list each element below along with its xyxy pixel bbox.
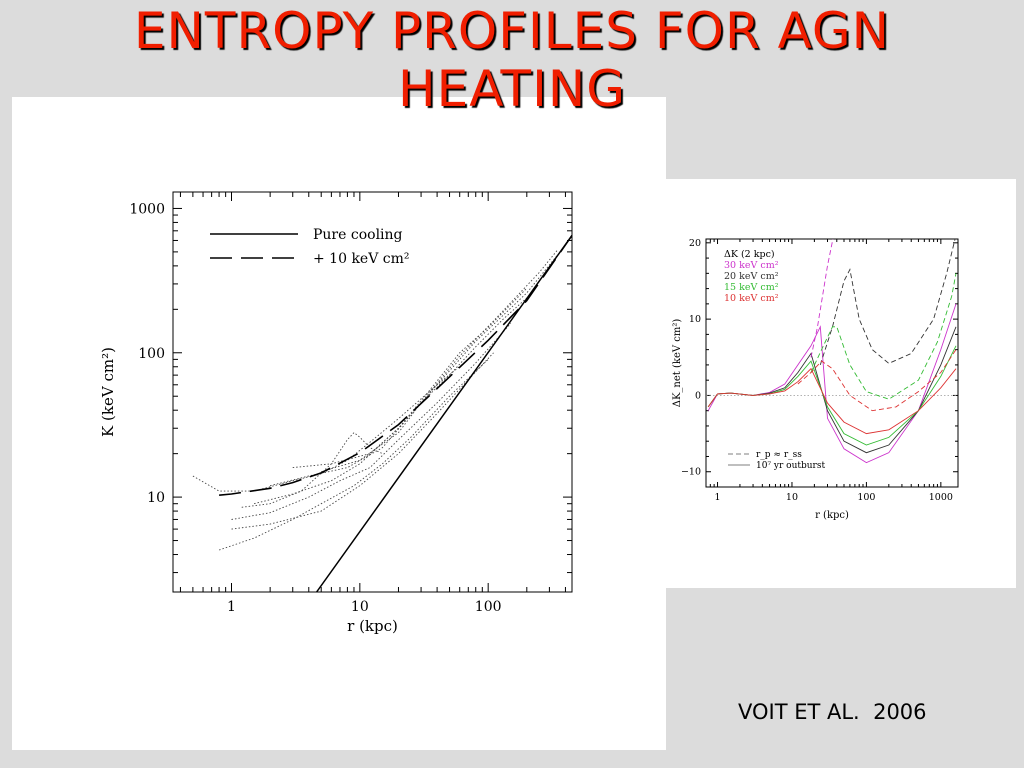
x-tick-label: 10 [351, 599, 369, 615]
style-legend-label: 10⁷ yr outburst [756, 461, 825, 471]
plot-frame [172, 191, 573, 593]
outburst-curve [707, 367, 957, 435]
legend-heading: ΔK (2 kpc) [724, 249, 775, 260]
y-tick-label: 20 [689, 238, 701, 249]
rp-rss-dashed-curve [797, 349, 957, 412]
outburst-curve [707, 326, 957, 454]
style-legend-label: r_p ≈ r_ss [756, 450, 802, 460]
series-group [192, 234, 572, 592]
observed-profile-line [269, 249, 559, 487]
observed-profile-line [241, 431, 383, 508]
pure-cooling-line [315, 234, 572, 592]
x-tick-label: 100 [475, 599, 502, 615]
observed-profile-line [253, 254, 559, 505]
observed-profile-line [321, 297, 528, 473]
y-tick-label: 10 [147, 490, 165, 506]
left-figure-panel: 1 10 100 10 100 1000 r (kpc) K (keV cm²) Pure co… [12, 97, 666, 750]
x-tick-label: 10 [786, 492, 798, 503]
y-tick-label: 0 [695, 390, 701, 401]
x-tick-label: 1 [227, 599, 236, 615]
citation-text: VOIT ET AL. 2006 [738, 700, 927, 724]
x-axis-label: r (kpc) [347, 617, 398, 635]
legend-label: 30 keV cm² [724, 260, 779, 271]
y-tick-label: 100 [138, 346, 165, 362]
observed-profile-line [218, 359, 489, 551]
y-axis-label: ΔK_net (keV cm²) [672, 319, 683, 408]
observed-profile-line [292, 287, 528, 469]
slide-title-line2: HEATING [398, 60, 626, 118]
y-axis-label: K (keV cm²) [99, 347, 117, 437]
x-tick-label: 100 [857, 492, 875, 503]
y-tick-label: 10 [689, 314, 701, 325]
observed-profile-line [192, 359, 469, 492]
legend-label: 10 keV cm² [724, 293, 779, 304]
slide-title: ENTROPY PROFILES FOR AGN HEATING [0, 2, 1024, 118]
legend-label: 20 keV cm² [724, 271, 779, 282]
observed-profile-line [231, 352, 494, 530]
x-axis-label: r (kpc) [815, 510, 849, 521]
y-tick-label: −10 [681, 467, 701, 478]
legend-label: + 10 keV cm² [313, 251, 410, 267]
y-tick-label: 1000 [129, 201, 165, 217]
legend-label: 15 keV cm² [724, 282, 779, 293]
series-group [706, 239, 958, 464]
x-tick-label: 1 [715, 492, 721, 503]
observed-profile-line [231, 323, 512, 520]
slide-title-line1: ENTROPY PROFILES FOR AGN [133, 2, 891, 60]
right-figure-panel: 1 10 100 1000 −10 0 10 20 r (kpc) ΔK_net (keV cm²… [666, 179, 1016, 588]
plot-frame [705, 238, 959, 488]
entropy-profile-chart: 1 10 100 10 100 1000 r (kpc) K (keV cm²) Pure co… [99, 191, 573, 635]
delta-entropy-chart: 1 10 100 1000 −10 0 10 20 r (kpc) ΔK_net (keV cm²… [672, 238, 959, 521]
x-tick-label: 1000 [929, 492, 953, 503]
rp-rss-dashed-curve [810, 273, 957, 400]
rp-rss-dashed-curve [810, 239, 834, 358]
legend-label: Pure cooling [313, 227, 403, 243]
plus-10-kev-line [219, 234, 572, 496]
